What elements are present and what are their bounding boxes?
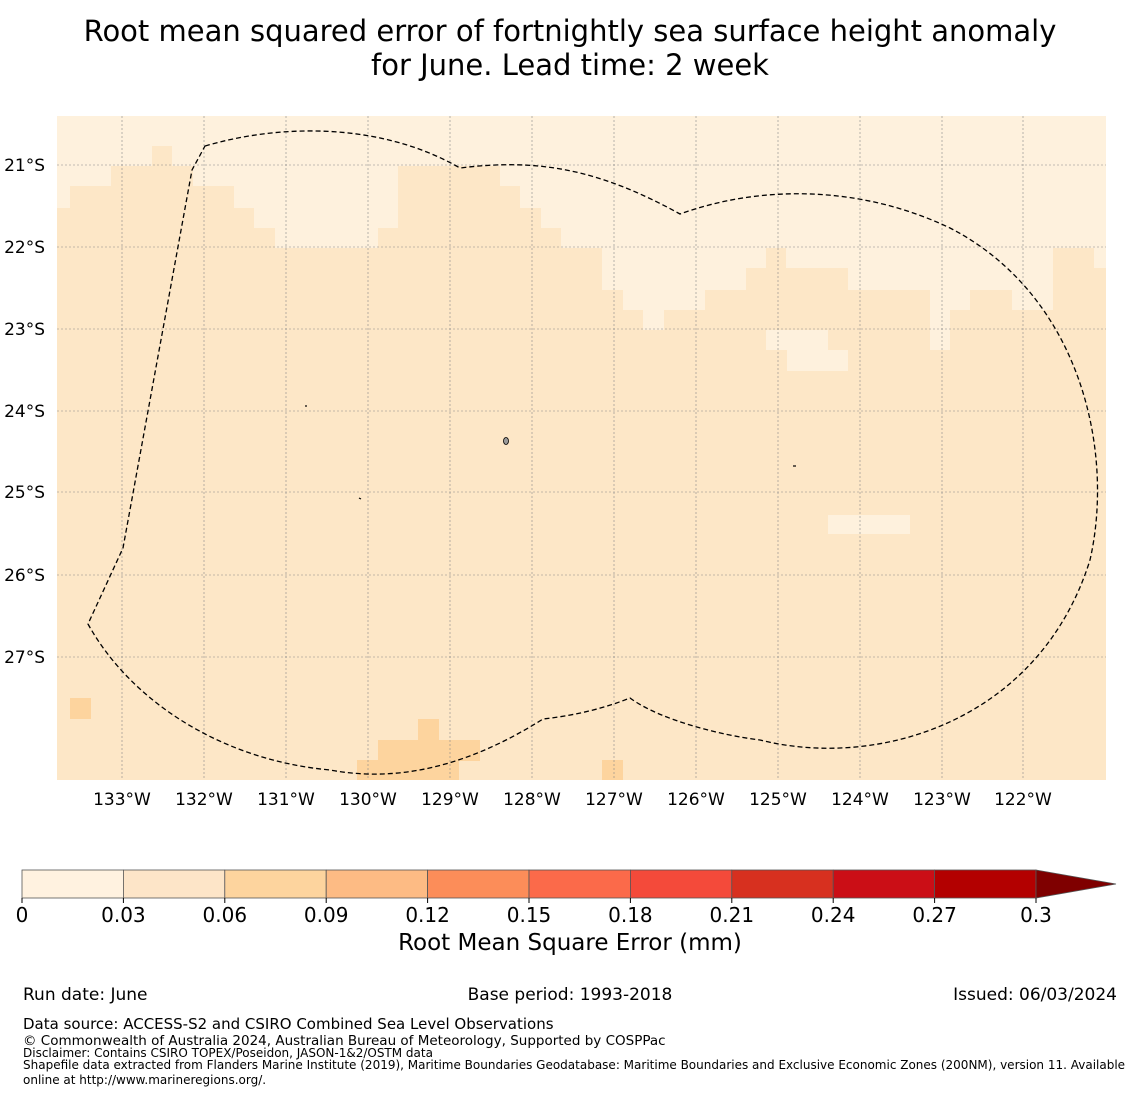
- colorbar-tick-label: 0: [16, 903, 29, 927]
- islands: [305, 405, 796, 500]
- longitude-label: 130°W: [339, 790, 397, 810]
- longitude-label: 129°W: [421, 790, 479, 810]
- latitude-labels: 21°S 22°S 23°S 24°S 25°S 26°S 27°S: [4, 156, 45, 668]
- colorbar-tick-label: 0.3: [1020, 903, 1052, 927]
- longitude-label: 126°W: [667, 790, 725, 810]
- longitude-label: 122°W: [994, 790, 1052, 810]
- longitude-label: 133°W: [93, 790, 151, 810]
- colorbar-segment: [934, 869, 1037, 899]
- graticule: [57, 116, 1106, 780]
- low-rmse-cell: [828, 515, 910, 534]
- shapefile-credit-line-2: online at http://www.marineregions.org/.: [23, 1073, 267, 1087]
- colorbar-segment: [21, 869, 124, 899]
- copyright: © Commonwealth of Australia 2024, Austra…: [23, 1033, 666, 1049]
- data-source: Data source: ACCESS-S2 and CSIRO Combine…: [23, 1015, 554, 1033]
- longitude-label: 132°W: [175, 790, 233, 810]
- mid-rmse-cell: [378, 740, 480, 761]
- mid-rmse-cell: [602, 760, 623, 780]
- longitude-label: 127°W: [585, 790, 643, 810]
- latitude-label: 24°S: [4, 402, 45, 422]
- colorbar-tick-label: 0.18: [608, 903, 653, 927]
- colorbar-segment: [731, 869, 834, 899]
- latitude-label: 26°S: [4, 566, 45, 586]
- latitude-label: 21°S: [4, 156, 45, 176]
- colorbar-segment: [427, 869, 530, 899]
- colorbar-segment: [325, 869, 429, 899]
- title-line-1: Root mean squared error of fortnightly s…: [83, 14, 1057, 48]
- island-pitcairn: [503, 437, 509, 445]
- longitude-label: 128°W: [503, 790, 561, 810]
- shapefile-credit-line-1: Shapefile data extracted from Flanders M…: [23, 1058, 1126, 1072]
- low-rmse-region: [57, 116, 1106, 350]
- mid-rmse-cell: [70, 698, 91, 719]
- colorbar-tick-label: 0.12: [405, 903, 450, 927]
- longitude-label: 125°W: [749, 790, 807, 810]
- title-line-2: for June. Lead time: 2 week: [371, 48, 769, 82]
- colorbar-tick-label: 0.21: [710, 903, 755, 927]
- latitude-label: 25°S: [4, 483, 45, 503]
- map-panel: [57, 116, 1106, 780]
- island-oeno: [358, 497, 362, 500]
- longitude-label: 131°W: [257, 790, 315, 810]
- map-title: Root mean squared error of fortnightly s…: [0, 14, 1140, 82]
- colorbar-tick-label: 0.15: [507, 903, 552, 927]
- base-period: Base period: 1993-2018: [467, 985, 673, 1005]
- colorbar-label: Root Mean Square Error (mm): [398, 930, 742, 956]
- rmse-cells: [57, 116, 1106, 780]
- low-rmse-cell: [766, 330, 828, 350]
- longitude-labels: 133°W 132°W 131°W 130°W 129°W 128°W 127°W 126°W…: [93, 790, 1052, 810]
- issued-date: Issued: 06/03/2024: [953, 985, 1117, 1005]
- latitude-label: 23°S: [4, 320, 45, 340]
- run-date: Run date: June: [23, 985, 148, 1005]
- colorbar: 0 0.03 0.06 0.09 0.12 0.15 0.18 0.21 0.24 0.27 0.3: [16, 869, 1117, 927]
- colorbar-segment: [832, 869, 936, 899]
- colorbar-tick-label: 0.27: [912, 903, 957, 927]
- latitude-label: 27°S: [4, 648, 45, 668]
- eez-boundary: [87, 130, 1099, 775]
- colorbar-tick-label: 0.03: [101, 903, 146, 927]
- colorbar-segment: [224, 869, 327, 899]
- colorbar-extend-arrow: [1035, 869, 1117, 899]
- longitude-label: 124°W: [831, 790, 889, 810]
- colorbar-segment: [528, 869, 631, 899]
- mid-rmse-cell: [357, 760, 459, 780]
- disclaimer: Disclaimer: Contains CSIRO TOPEX/Poseido…: [23, 1046, 433, 1060]
- low-rmse-cell: [787, 350, 848, 371]
- colorbar-tick-label: 0.24: [811, 903, 856, 927]
- longitude-label: 123°W: [913, 790, 971, 810]
- mid-rmse-cell: [418, 719, 439, 740]
- colorbar-segment: [123, 869, 226, 899]
- colorbar-tick-label: 0.09: [304, 903, 349, 927]
- colorbar-tick-label: 0.06: [203, 903, 248, 927]
- colorbar-segment: [630, 869, 733, 899]
- latitude-label: 22°S: [4, 238, 45, 258]
